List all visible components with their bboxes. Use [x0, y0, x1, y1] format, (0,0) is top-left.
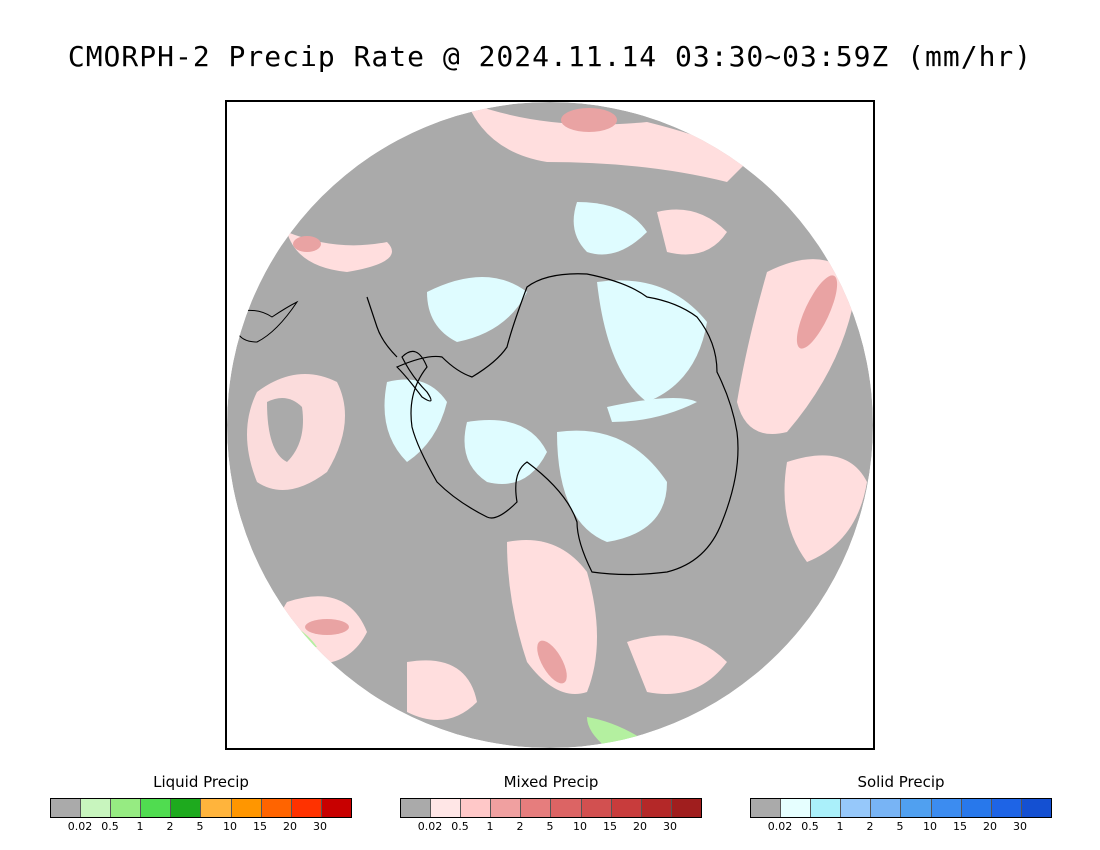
legend-swatch — [461, 799, 492, 817]
legend-swatch — [671, 799, 701, 817]
legend-tick-label: 2 — [516, 820, 524, 833]
legend-tick-label: 15 — [953, 820, 967, 833]
legend-solid-title: Solid Precip — [857, 773, 945, 791]
antarctica-coastline — [395, 273, 739, 576]
legend-swatch — [321, 799, 351, 817]
legend-tick-label: 2 — [866, 820, 874, 833]
legend-tick-label: 0.5 — [801, 820, 819, 833]
legend-swatch — [521, 799, 552, 817]
legend-tick-label: 0.02 — [417, 820, 443, 833]
legend-tick-label: 1 — [836, 820, 844, 833]
legend-swatch — [431, 799, 462, 817]
south-america-coastline — [236, 300, 299, 343]
legend-swatch — [401, 799, 432, 817]
legend-solid-ticks: 0.02 0.5 1 2 5 10 15 20 30 — [750, 820, 1052, 834]
legend-swatch — [841, 799, 872, 817]
mixed-precip-regions — [247, 102, 867, 720]
legend-tick-label: 5 — [196, 820, 204, 833]
legend-swatch — [641, 799, 672, 817]
legend-swatch — [781, 799, 812, 817]
legend-mixed-title: Mixed Precip — [503, 773, 599, 791]
legend-tick-label: 10 — [573, 820, 587, 833]
legend-swatch — [171, 799, 202, 817]
legend-mixed-ticks: 0.02 0.5 1 2 5 10 15 20 30 — [400, 820, 702, 834]
legend-tick-label: 10 — [923, 820, 937, 833]
legend-swatch — [611, 799, 642, 817]
legend-swatch — [141, 799, 172, 817]
legend-swatch — [961, 799, 992, 817]
legend-tick-label: 20 — [283, 820, 297, 833]
legend-liquid-title: Liquid Precip — [153, 773, 249, 791]
legend-tick-label: 15 — [253, 820, 267, 833]
map-panel — [225, 100, 875, 750]
legend-liquid: Liquid Precip 0.02 0.5 1 2 5 10 15 20 30 — [50, 772, 352, 834]
legend-tick-label: 2 — [166, 820, 174, 833]
legend-swatch — [551, 799, 582, 817]
legend-swatch — [491, 799, 522, 817]
legend-swatch — [991, 799, 1022, 817]
no-precip-disk — [227, 102, 873, 748]
legend-swatch — [581, 799, 612, 817]
legend-tick-label: 30 — [1013, 820, 1027, 833]
legend-swatch — [291, 799, 322, 817]
legend-tick-label: 5 — [546, 820, 554, 833]
legend-mixed-colorbar — [400, 798, 702, 818]
legend-tick-label: 30 — [663, 820, 677, 833]
legend-tick-label: 0.5 — [451, 820, 469, 833]
legend-liquid-ticks: 0.02 0.5 1 2 5 10 15 20 30 — [50, 820, 352, 834]
legend-swatch — [811, 799, 842, 817]
chart-title: CMORPH-2 Precip Rate @ 2024.11.14 03:30~… — [67, 40, 1033, 73]
legend-swatch — [201, 799, 232, 817]
legend-tick-label: 5 — [896, 820, 904, 833]
mixed-precip-moderate — [293, 108, 838, 684]
legend-swatch — [231, 799, 262, 817]
antarctic-peninsula-coastline — [366, 296, 398, 358]
legend-swatch — [931, 799, 962, 817]
legend-tick-label: 20 — [983, 820, 997, 833]
legend-swatch — [1021, 799, 1051, 817]
polar-precip-map — [227, 102, 873, 748]
legend-tick-label: 1 — [486, 820, 494, 833]
legend-swatch — [871, 799, 902, 817]
legend-tick-label: 0.02 — [767, 820, 793, 833]
legend-solid: Solid Precip 0.02 0.5 1 2 5 10 15 20 30 — [750, 772, 1052, 834]
legend-liquid-colorbar — [50, 798, 352, 818]
legend-mixed: Mixed Precip 0.02 0.5 1 2 5 10 15 20 30 — [400, 772, 702, 834]
legend-tick-label: 30 — [313, 820, 327, 833]
legend-swatch — [51, 799, 82, 817]
legend-swatch — [111, 799, 142, 817]
legend-tick-label: 10 — [223, 820, 237, 833]
legend-tick-label: 0.5 — [101, 820, 119, 833]
legend-swatch — [751, 799, 782, 817]
legend-tick-label: 1 — [136, 820, 144, 833]
legend-tick-label: 0.02 — [67, 820, 93, 833]
legend-tick-label: 15 — [603, 820, 617, 833]
legend-swatch — [261, 799, 292, 817]
legend-solid-colorbar — [750, 798, 1052, 818]
legend-swatch — [81, 799, 112, 817]
legend-tick-label: 20 — [633, 820, 647, 833]
legend-swatch — [901, 799, 932, 817]
